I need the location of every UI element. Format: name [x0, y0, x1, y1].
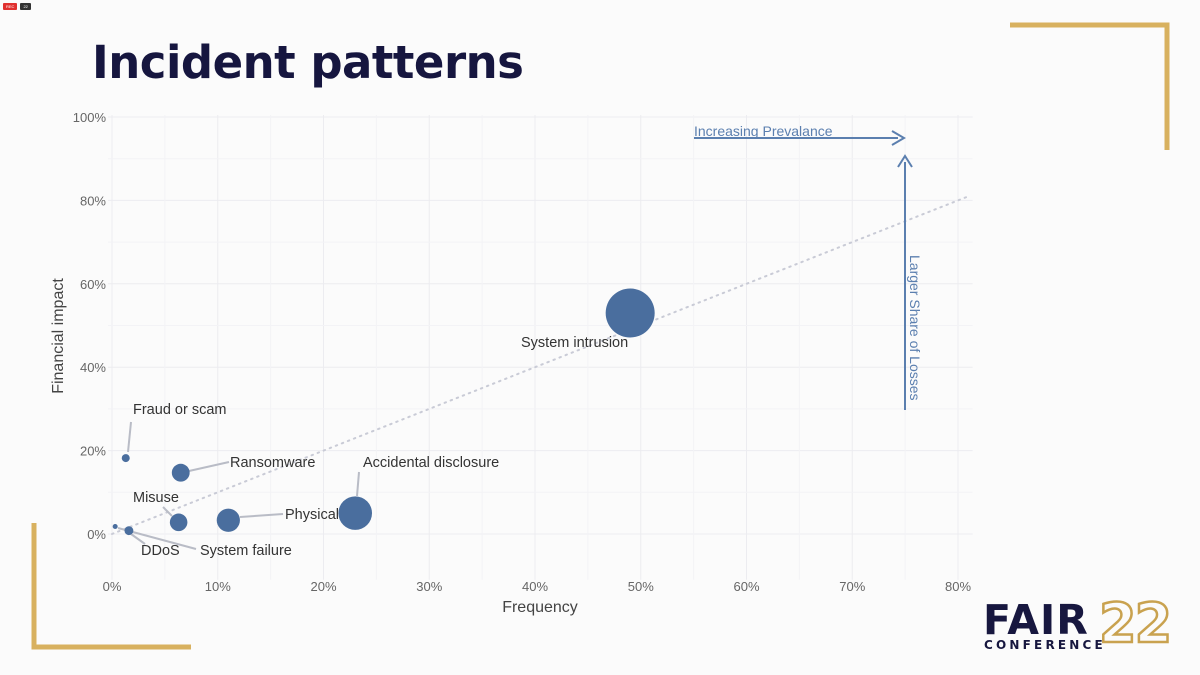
annotations: Increasing Prevalance Larger Share of Lo…: [694, 123, 923, 410]
leader-line: [239, 513, 284, 518]
leader-line: [356, 471, 360, 497]
leader-line: [188, 461, 230, 472]
x-tick-label: 20%: [310, 579, 336, 594]
y-tick-label: 20%: [80, 444, 106, 459]
point-label: Accidental disclosure: [363, 455, 499, 471]
bubble: [338, 496, 373, 530]
bubble: [605, 288, 655, 338]
bubble: [169, 513, 188, 532]
leader-lines: [117, 421, 360, 550]
leader-line: [162, 506, 173, 517]
x-tick-label: 50%: [628, 579, 654, 594]
grid-lines: [108, 115, 973, 580]
leader-line: [127, 421, 132, 453]
prevalence-annotation: Increasing Prevalance: [694, 123, 833, 139]
point-label: Physical: [285, 507, 339, 523]
point-labels: System intrusion Accidental disclosure Phy…: [133, 335, 628, 559]
y-tick-label: 60%: [80, 277, 106, 292]
fair22-logo: FAIR CONFERENCE 22: [983, 591, 1173, 657]
tick-labels: 0% 10% 20% 30% 40% 50% 60% 70% 80% 0% 20% 40% 60% 80%…: [73, 110, 972, 594]
x-axis-label: Frequency: [502, 599, 578, 616]
logo-subtitle: CONFERENCE: [984, 638, 1106, 652]
bubble: [171, 463, 190, 482]
leader-line: [130, 533, 146, 545]
bubble: [112, 523, 118, 529]
logo-wordmark: FAIR: [983, 596, 1089, 644]
y-tick-label: 80%: [80, 193, 106, 208]
bubble: [121, 454, 130, 463]
recording-indicator: REC 22: [3, 3, 31, 10]
point-label: Ransomware: [230, 455, 315, 471]
y-tick-label: 40%: [80, 360, 106, 375]
y-tick-label: 100%: [73, 110, 107, 125]
point-label: Misuse: [133, 490, 179, 506]
point-label: System failure: [200, 543, 292, 559]
gold-frame-top-right: [1010, 22, 1170, 150]
losses-annotation: Larger Share of Losses: [907, 255, 923, 401]
losses-arrow-head: [897, 154, 913, 168]
bubbles: [112, 288, 655, 536]
viewer-count-badge: 22: [20, 3, 31, 10]
slide-title: Incident patterns: [92, 36, 524, 89]
x-tick-label: 70%: [839, 579, 865, 594]
x-tick-label: 60%: [733, 579, 759, 594]
prevalence-arrow-head: [891, 130, 906, 146]
bubble: [216, 508, 240, 532]
x-tick-label: 30%: [416, 579, 442, 594]
bubble: [124, 526, 134, 536]
trend-line: [111, 195, 970, 535]
x-tick-label: 40%: [522, 579, 548, 594]
x-tick-label: 80%: [945, 579, 971, 594]
logo-number: 22: [1098, 591, 1174, 657]
x-tick-label: 10%: [205, 579, 231, 594]
y-axis-label: Financial impact: [50, 278, 67, 394]
point-label: DDoS: [141, 543, 180, 559]
point-label: System intrusion: [521, 335, 628, 351]
y-tick-label: 0%: [87, 527, 106, 542]
x-tick-label: 0%: [103, 579, 122, 594]
gold-frame-bottom-left: [31, 523, 191, 650]
point-label: Fraud or scam: [133, 402, 226, 418]
rec-badge: REC: [3, 3, 18, 10]
